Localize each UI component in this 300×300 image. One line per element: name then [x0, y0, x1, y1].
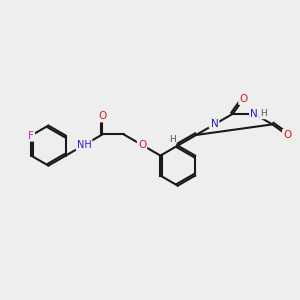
Text: O: O [283, 130, 291, 140]
Text: O: O [98, 111, 106, 122]
Text: H: H [260, 109, 267, 118]
Text: F: F [28, 130, 34, 141]
Text: N: N [250, 109, 258, 119]
Text: NH: NH [77, 140, 92, 150]
Text: O: O [138, 140, 146, 150]
Text: H: H [210, 118, 216, 127]
Text: N: N [211, 119, 218, 129]
Text: H: H [169, 135, 176, 144]
Text: O: O [239, 94, 247, 104]
